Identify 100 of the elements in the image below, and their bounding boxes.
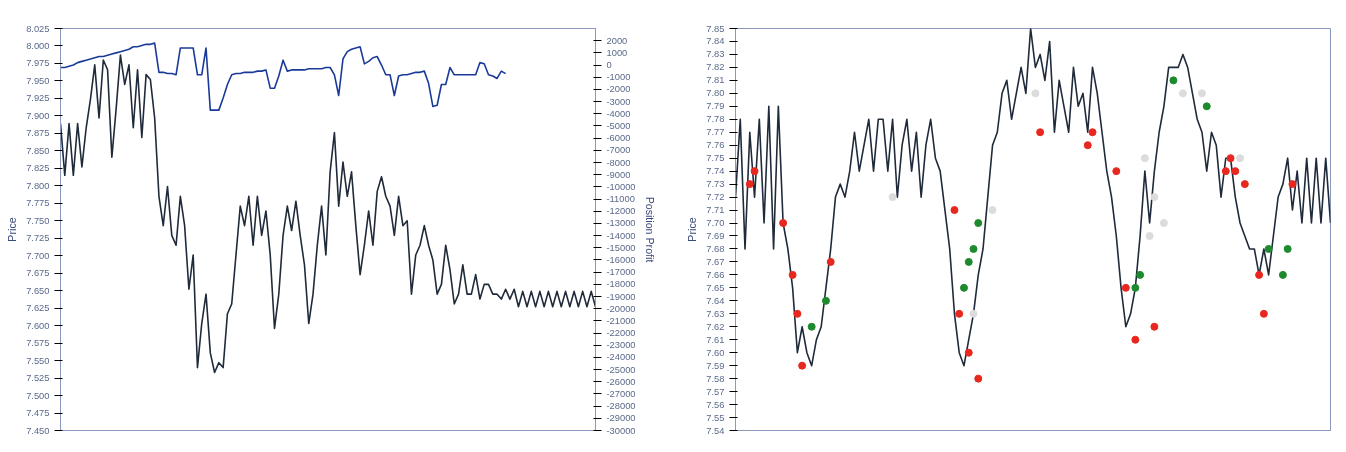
y-tick-label: 7.58	[706, 373, 725, 384]
point	[1236, 154, 1245, 163]
point	[1221, 167, 1230, 176]
point	[1088, 128, 1097, 137]
point	[1231, 167, 1240, 176]
y-tick-label: 7.83	[706, 49, 725, 60]
y2-tick-label: -28000	[606, 401, 636, 412]
point	[1264, 244, 1273, 253]
point	[1283, 244, 1292, 253]
y-tick-label: 7.81	[706, 75, 725, 86]
y-tick-label: 7.525	[26, 373, 50, 384]
y-tick-label: 7.60	[706, 347, 725, 358]
y2-tick-label: -29000	[606, 413, 636, 424]
y2-tick-label: -15000	[606, 242, 636, 253]
y-tick-label: 7.63	[706, 308, 725, 319]
y2-tick-label: 1000	[606, 47, 628, 58]
y-tick-label: 7.825	[26, 163, 50, 174]
point	[955, 309, 964, 318]
point	[969, 244, 978, 253]
point	[1226, 154, 1235, 163]
point	[821, 296, 830, 305]
y2-tick-label: -24000	[606, 352, 636, 363]
point	[1288, 180, 1297, 189]
y-tick-label: 7.57	[706, 386, 725, 397]
y-tick-label: 7.450	[26, 425, 50, 436]
point	[950, 206, 959, 215]
y-tick-label: 7.80	[706, 88, 725, 99]
line-series	[60, 42, 507, 111]
point	[1131, 335, 1140, 344]
y2-tick-label: -25000	[606, 364, 636, 375]
y2-tick-label: -10000	[606, 181, 636, 192]
point	[788, 270, 797, 279]
point	[1169, 76, 1178, 85]
y-tick-label: 7.950	[26, 75, 50, 86]
point	[1197, 89, 1206, 98]
y2-tick-label: -7000	[606, 145, 631, 156]
y2-tick-label: -20000	[606, 303, 636, 314]
point	[974, 374, 983, 383]
y-tick-label: 7.65	[706, 282, 725, 293]
y-tick-label: 7.750	[26, 215, 50, 226]
y-tick-label: 7.75	[706, 153, 725, 164]
y2-tick-label: -4000	[606, 108, 631, 119]
y-tick-label: 7.71	[706, 205, 725, 216]
point	[793, 309, 802, 318]
y-tick-label: 7.700	[26, 250, 50, 261]
point	[807, 322, 816, 331]
point	[1202, 102, 1211, 111]
y-tick-label: 7.67	[706, 256, 725, 267]
y-tick-label: 7.79	[706, 101, 725, 112]
point	[779, 219, 788, 228]
y2-tick-label: -27000	[606, 388, 636, 399]
point	[1150, 322, 1159, 331]
y2-tick-label: -2000	[606, 84, 631, 95]
point	[1150, 193, 1159, 202]
point	[1031, 89, 1040, 98]
point	[1121, 283, 1130, 292]
y-tick-label: 7.59	[706, 360, 725, 371]
point	[1083, 141, 1092, 150]
y-tick-label: 7.68	[706, 243, 725, 254]
y-tick-label: 7.69	[706, 230, 725, 241]
y-tick-label: 7.66	[706, 269, 725, 280]
point	[888, 193, 897, 202]
y2-tick-label: 2000	[606, 35, 628, 46]
y-axis-title: Price	[686, 217, 699, 242]
point	[1136, 270, 1145, 279]
y-tick-label: 7.475	[26, 408, 50, 419]
line-series	[60, 54, 596, 374]
y-tick-label: 7.54	[706, 425, 725, 436]
y2-tick-label: -11000	[606, 194, 635, 205]
point	[1240, 180, 1249, 189]
point	[745, 180, 754, 189]
y-tick-label: 7.800	[26, 180, 50, 191]
y-tick-label: 7.64	[706, 295, 725, 306]
y2-tick-label: -8000	[606, 157, 631, 168]
y2-tick-label: -6000	[606, 133, 631, 144]
point	[1178, 89, 1187, 98]
y2-tick-label: -22000	[606, 328, 636, 339]
line-series	[735, 28, 1331, 367]
y-tick-label: 7.600	[26, 320, 50, 331]
y2-tick-label: -21000	[606, 315, 636, 326]
point	[750, 167, 759, 176]
y2-tick-label: -16000	[606, 254, 636, 265]
point	[826, 257, 835, 266]
y-tick-label: 7.55	[706, 412, 725, 423]
y-tick-label: 7.625	[26, 303, 50, 314]
y-tick-label: 7.550	[26, 355, 50, 366]
point	[988, 206, 997, 215]
point	[1159, 219, 1168, 228]
y-tick-label: 8.025	[26, 23, 50, 34]
y-tick-label: 7.70	[706, 218, 725, 229]
point	[1140, 154, 1149, 163]
y-tick-label: 7.84	[706, 36, 725, 47]
point	[798, 361, 807, 370]
point	[1036, 128, 1045, 137]
y-tick-label: 7.650	[26, 285, 50, 296]
point	[1259, 309, 1268, 318]
y2-tick-label: -3000	[606, 96, 631, 107]
point	[974, 219, 983, 228]
y-tick-label: 7.85	[706, 23, 725, 34]
y-tick-label: 7.725	[26, 233, 50, 244]
